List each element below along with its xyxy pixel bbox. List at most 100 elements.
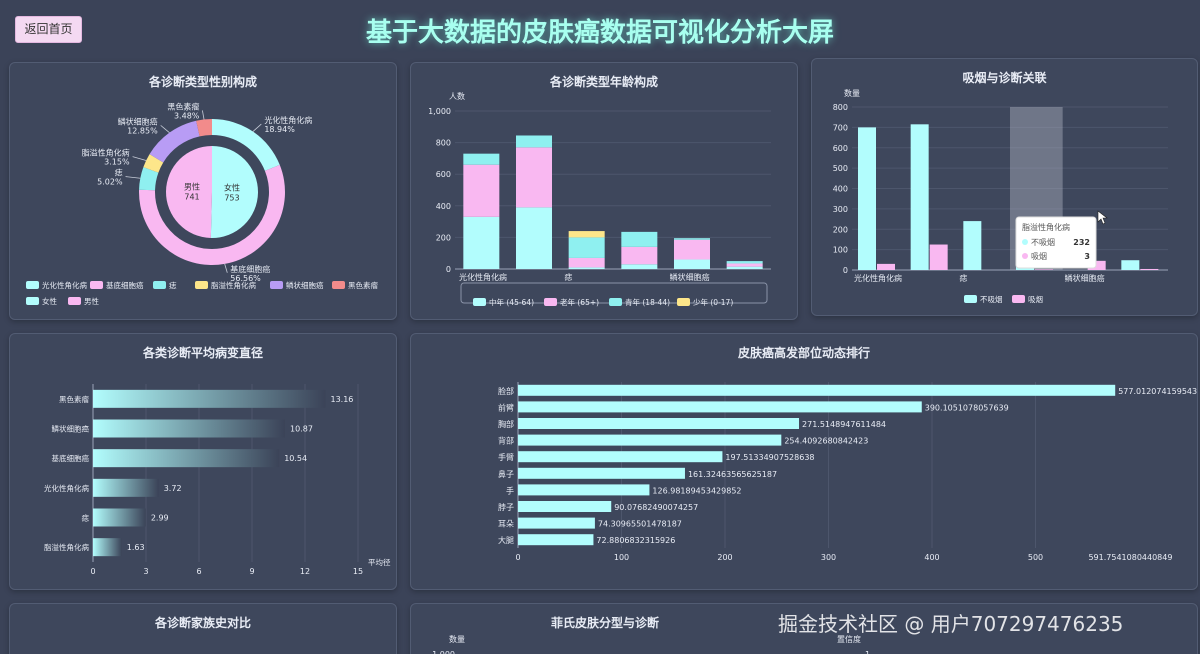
diameter-xtick: 9 [249, 567, 254, 576]
gender-chart: 光化性角化病18.94%基底细胞癌56.56%痣5.02%脂溢性角化病3.15%… [26, 101, 378, 306]
gender-legend-swatch [90, 281, 103, 289]
gender-label-line [132, 156, 147, 161]
smoke-chart: 数量0100200300400500600700800光化性角化病痣鳞状细胞癌不… [833, 88, 1168, 304]
fitz-ylabel: 数量 [449, 634, 465, 644]
mouse-cursor-icon [1097, 210, 1108, 225]
age-panel: 各诊断类型年龄构成 人数 0 200 400 600 800 1,000 光化性角化病 痣 鳞状细… [410, 62, 798, 320]
gender-inner-value: 741 [184, 193, 199, 202]
gender-slice-pct: 12.85% [127, 126, 158, 135]
age-xtick: 光化性角化病 [459, 272, 507, 282]
smoke-ytick: 100 [833, 246, 848, 255]
gender-legend-label: 基底细胞癌 [106, 280, 144, 290]
gender-outer-slice [139, 167, 159, 191]
gender-legend-label: 痣 [169, 280, 177, 290]
gender-slice-label: 基底细胞癌 [230, 264, 270, 274]
gender-label-line [202, 110, 205, 120]
sites-bar [518, 401, 922, 413]
smoke-bar [1140, 268, 1159, 270]
smoke-xtick: 痣 [959, 273, 967, 283]
smoke-tooltip-dot [1022, 253, 1028, 259]
smoke-tooltip [1015, 216, 1097, 269]
smoke-panel: 吸烟与诊断关联 数量 0 100 200 300 400 500 600 700 800 光化性角化… [811, 58, 1198, 316]
age-legend-swatch [677, 298, 690, 306]
age-xtick: 鳞状细胞癌 [670, 272, 710, 282]
fitz-chart: 数量 1,000 置信度 1 [432, 634, 870, 654]
diameter-ytick: 黑色素瘤 [59, 394, 89, 404]
gender-slice-pct: 3.15% [104, 158, 130, 167]
gender-slice-label: 痣 [115, 168, 123, 178]
sites-ytick: 手 [506, 485, 514, 495]
gender-inner-label: 男性 [184, 182, 200, 192]
age-bar-segment [726, 266, 763, 269]
sites-bar [518, 418, 800, 429]
smoke-ylabel: 数量 [844, 88, 860, 98]
diameter-xtick: 6 [196, 567, 201, 576]
diameter-ytick: 脂溢性角化病 [44, 542, 89, 552]
gender-slice-label: 黑色素瘤 [167, 101, 199, 111]
gender-label-line [252, 123, 262, 132]
age-legend-swatch [609, 298, 622, 306]
smoke-tooltip-name: 吸烟 [1031, 252, 1047, 261]
sites-value-label: 74.30965501478187 [598, 520, 682, 529]
sites-ytick: 前臂 [498, 402, 514, 412]
gender-legend-label: 男性 [84, 296, 99, 306]
fitz-panel-title: 菲氏皮肤分型与诊断 [550, 616, 659, 630]
smoke-bar [910, 124, 929, 270]
sites-value-label: 90.07682490074257 [614, 503, 698, 512]
sites-value-label: 390.1051078057639 [925, 403, 1009, 412]
smoke-ytick: 700 [833, 123, 848, 132]
age-ytick: 800 [436, 139, 451, 148]
gender-outer-slice [212, 119, 280, 171]
gender-inner-value: 753 [224, 193, 239, 202]
smoke-tooltip-dot [1022, 239, 1028, 245]
age-ytick: 1,000 [428, 107, 451, 116]
age-bar-segment [674, 239, 710, 260]
age-panel-title: 各诊断类型年龄构成 [549, 75, 658, 89]
diameter-xtick: 12 [300, 567, 310, 576]
diameter-xtick: 15 [353, 567, 363, 576]
smoke-bar [1035, 269, 1053, 270]
age-xtick: 痣 [564, 272, 572, 282]
back-home-button[interactable]: 返回首页 [15, 16, 82, 43]
gender-legend-swatch [26, 297, 39, 305]
age-bar-segment [568, 231, 605, 238]
gender-legend-label: 鳞状细胞癌 [286, 280, 324, 290]
sites-value-label: 254.4092680842423 [784, 437, 868, 446]
smoke-bar [1121, 260, 1140, 270]
gender-slice-label: 光化性角化病 [264, 115, 312, 125]
sites-ytick: 胸部 [498, 419, 514, 429]
smoke-bar [963, 221, 982, 270]
fitz-ytick: 1,000 [432, 650, 455, 654]
age-bar-segment [463, 164, 500, 217]
age-bar-segment [726, 263, 763, 267]
diameter-ytick: 基底细胞癌 [52, 453, 90, 463]
family-panel-title: 各诊断家族史对比 [154, 616, 251, 630]
sites-bar [518, 517, 595, 529]
sites-xtick: 100 [614, 553, 629, 562]
sites-ytick: 手臂 [498, 452, 514, 462]
watermark: 掘金技术社区 @ 用户707297476235 [778, 612, 1124, 636]
gender-inner-slice [166, 146, 212, 238]
gender-slice-pct: 18.94% [264, 125, 295, 134]
smoke-ytick: 800 [833, 103, 848, 112]
age-legend-label: 中年 (45-64) [489, 297, 534, 307]
gender-legend-label: 女性 [42, 296, 57, 306]
sites-xtick: 400 [924, 553, 939, 562]
diameter-chart: 0 3 6 9 12 15 平均径 黑色素瘤 13.16 鳞状细胞癌 10.87 基底细胞癌 10.54… [44, 384, 391, 576]
age-bar-segment [621, 231, 658, 247]
smoke-xtick: 鳞状细胞癌 [1065, 273, 1105, 283]
diameter-bar [93, 389, 326, 408]
diameter-ytick: 痣 [82, 513, 90, 523]
diameter-bar [93, 538, 122, 557]
age-ytick: 200 [436, 233, 451, 242]
sites-value-label: 271.5148947611484 [802, 420, 886, 429]
diameter-xtick: 3 [143, 567, 148, 576]
smoke-xtick: 光化性角化病 [854, 273, 902, 283]
age-bar-segment [516, 207, 552, 269]
gender-legend-swatch [270, 281, 283, 289]
diameter-panel-title: 各类诊断平均病变直径 [142, 346, 263, 360]
smoke-bar [877, 263, 895, 270]
diameter-value-label: 1.63 [127, 543, 145, 552]
sites-bar [518, 451, 723, 463]
